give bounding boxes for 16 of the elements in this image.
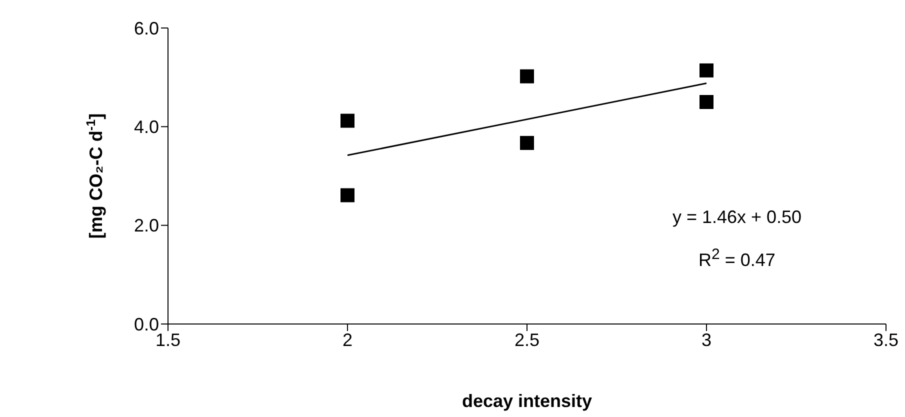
y-tick-label: 6.0 — [134, 18, 159, 38]
annotation: R$^{2}$ = 0.47 — [698, 245, 776, 272]
x-tick-label: 2.5 — [514, 330, 540, 350]
point — [520, 69, 534, 84]
x-tick-label: 3 — [701, 330, 712, 350]
annotation: y = 1.46x + 0.50 — [671, 206, 803, 229]
x-tick-label: 3.5 — [873, 330, 899, 350]
x-tick-label: 2 — [342, 330, 353, 350]
point — [700, 63, 714, 78]
point — [340, 188, 354, 202]
point — [340, 114, 354, 128]
y-tick-label: 2.0 — [134, 216, 159, 236]
y-tick-label: 4.0 — [134, 117, 159, 138]
point — [700, 95, 714, 109]
x-axis-title: decay intensity — [462, 391, 592, 411]
point — [520, 136, 534, 150]
